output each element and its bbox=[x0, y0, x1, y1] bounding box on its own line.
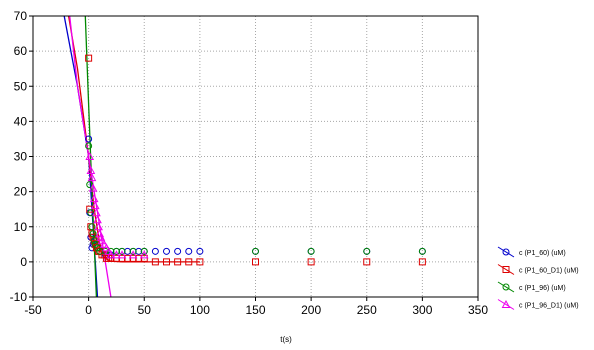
x-tick-label: 100 bbox=[190, 303, 210, 317]
data-point bbox=[418, 258, 426, 266]
data-point bbox=[94, 244, 102, 252]
legend-label: c (P1_60) (uM) bbox=[519, 250, 566, 257]
data-point bbox=[102, 243, 111, 252]
data-point bbox=[196, 258, 204, 266]
data-point bbox=[104, 246, 113, 255]
x-tick-label: 200 bbox=[301, 303, 321, 317]
y-tick-label: 20 bbox=[14, 185, 28, 199]
y-tick-label: 50 bbox=[14, 79, 28, 93]
data-point bbox=[87, 209, 95, 217]
data-points bbox=[85, 54, 426, 266]
data-point bbox=[97, 236, 107, 245]
x-tick-label: 350 bbox=[468, 303, 488, 317]
data-point bbox=[118, 247, 126, 255]
data-point bbox=[140, 254, 148, 262]
legend-label: c (P1_96_D1) (uM) bbox=[519, 303, 579, 310]
data-point bbox=[185, 247, 193, 255]
data-point bbox=[85, 151, 95, 160]
data-point bbox=[252, 258, 259, 266]
data-point bbox=[91, 240, 99, 248]
legend-item: c (P1_96_D1) (uM) bbox=[497, 299, 579, 310]
data-point bbox=[174, 247, 182, 255]
y-tick-label: 70 bbox=[14, 9, 28, 23]
legend-line bbox=[497, 246, 515, 258]
y-tick-label: 40 bbox=[14, 114, 28, 128]
y-tick-label: 30 bbox=[14, 150, 28, 164]
y-tick-label: -10 bbox=[10, 290, 28, 304]
data-point bbox=[174, 258, 182, 266]
data-point bbox=[86, 205, 94, 213]
legend-line bbox=[497, 281, 515, 293]
x-axis-label: t(s) bbox=[280, 335, 292, 344]
legend-line bbox=[497, 299, 515, 310]
legend-item: c (P1_60) (uM) bbox=[497, 246, 566, 258]
data-point bbox=[87, 173, 97, 182]
data-point bbox=[163, 258, 170, 266]
data-point bbox=[129, 247, 137, 255]
data-point bbox=[163, 247, 170, 255]
data-point bbox=[92, 208, 101, 217]
data-point bbox=[106, 250, 116, 259]
legend-marker bbox=[502, 266, 510, 273]
data-point bbox=[128, 250, 138, 259]
x-tick-label: 150 bbox=[245, 303, 265, 317]
data-point bbox=[117, 250, 127, 259]
data-point bbox=[86, 165, 96, 175]
data-point bbox=[151, 247, 159, 255]
x-tick-label: 300 bbox=[412, 303, 432, 317]
data-point bbox=[85, 135, 93, 143]
data-point bbox=[140, 247, 148, 255]
data-point bbox=[100, 251, 108, 259]
data-point bbox=[99, 239, 109, 248]
legend-line bbox=[497, 264, 515, 275]
legend-item: c (P1_60_D1) (uM) bbox=[497, 264, 579, 275]
tick-labels: -50 0 50 100 150 200 250 300 350 -10 0 10 20 30 40 50 60… bbox=[10, 9, 489, 317]
legend-item: c (P1_96) (uM) bbox=[497, 281, 566, 293]
legend-marker bbox=[502, 283, 510, 291]
data-point bbox=[307, 258, 315, 266]
x-tick-label: 50 bbox=[138, 303, 152, 317]
x-tick-label: 0 bbox=[85, 303, 92, 317]
data-point bbox=[139, 250, 149, 259]
data-point bbox=[88, 183, 98, 192]
y-tick-label: 60 bbox=[14, 44, 28, 58]
legend-label: c (P1_60_D1) (uM) bbox=[519, 268, 579, 275]
data-point bbox=[93, 215, 102, 224]
data-point bbox=[196, 247, 204, 255]
x-tick-label: -50 bbox=[24, 303, 42, 317]
data-point bbox=[85, 54, 93, 62]
grid-lines bbox=[33, 16, 478, 297]
data-point bbox=[89, 230, 97, 238]
data-point bbox=[363, 258, 371, 266]
legend-marker bbox=[502, 248, 510, 256]
data-point bbox=[90, 201, 100, 210]
data-point bbox=[252, 247, 259, 255]
data-point bbox=[185, 258, 193, 266]
legend-label: c (P1_96) (uM) bbox=[519, 285, 566, 292]
data-point bbox=[88, 223, 96, 231]
data-point bbox=[363, 247, 371, 255]
data-point bbox=[418, 247, 426, 255]
data-point bbox=[94, 222, 103, 231]
legend: c (P1_60) (uM) c (P1_60_D1) (uM) c (P1_96)… bbox=[497, 246, 579, 310]
legend-marker bbox=[501, 299, 511, 308]
data-point bbox=[89, 194, 99, 203]
data-point bbox=[85, 142, 93, 150]
y-tick-label: 10 bbox=[14, 220, 28, 234]
data-point bbox=[307, 247, 315, 255]
x-tick-label: 250 bbox=[357, 303, 377, 317]
data-point bbox=[112, 250, 121, 259]
data-point bbox=[151, 258, 159, 266]
data-point bbox=[90, 237, 98, 245]
data-point bbox=[89, 233, 97, 241]
y-tick-label: 0 bbox=[20, 255, 27, 269]
